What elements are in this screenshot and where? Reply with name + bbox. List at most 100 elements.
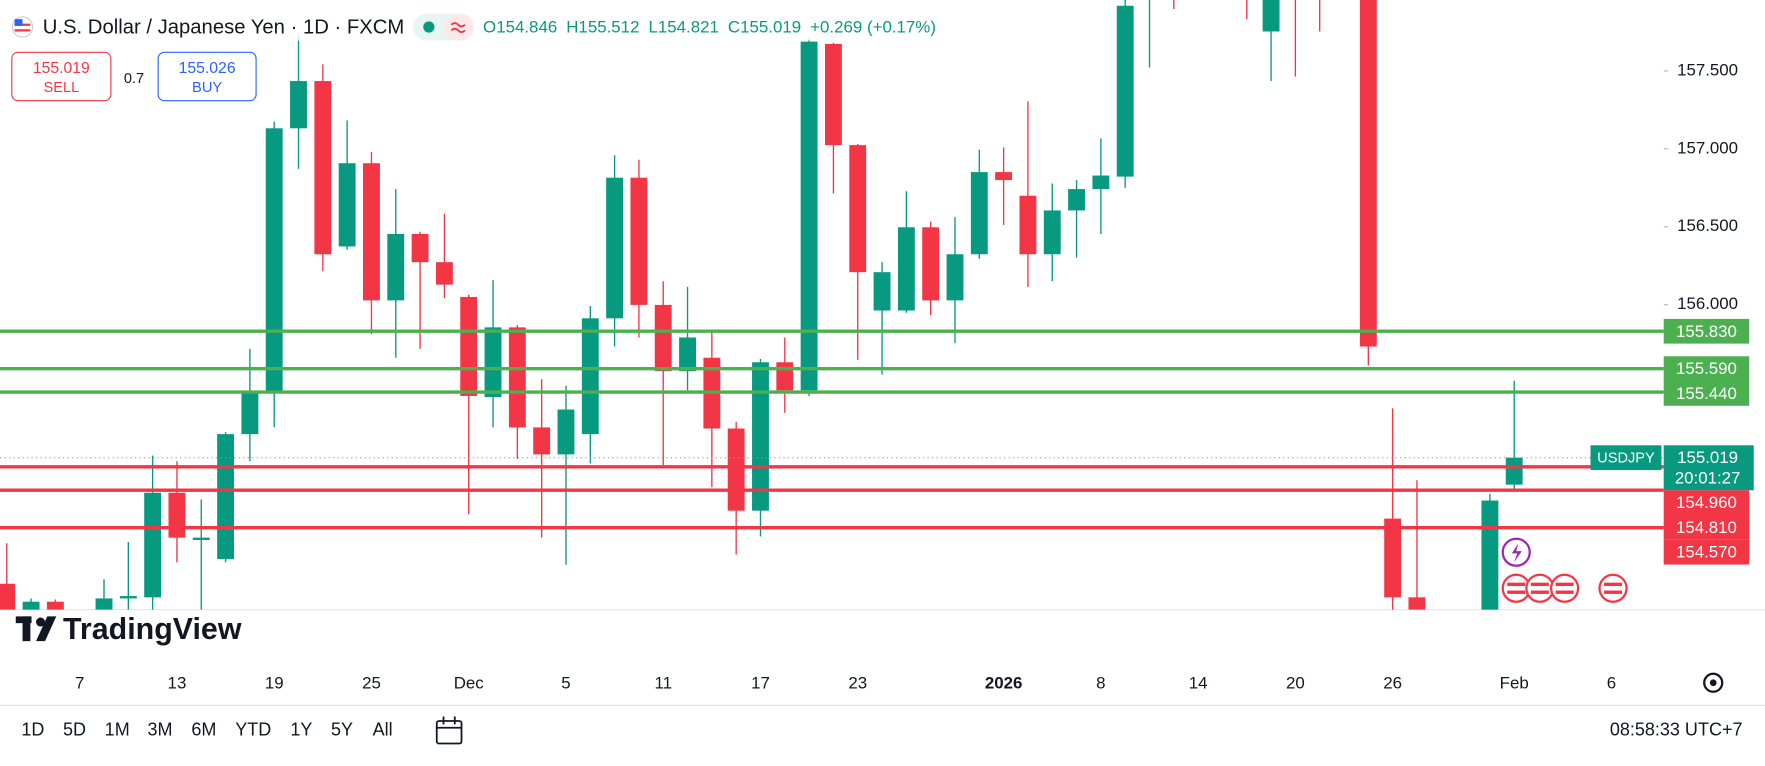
current-price-label: 155.019 <box>1677 448 1738 467</box>
range-button[interactable]: 5D <box>63 721 87 741</box>
candle-body <box>849 145 867 273</box>
settings-icon[interactable] <box>1703 672 1724 693</box>
level-label: 155.440 <box>1676 384 1737 403</box>
level-label-box <box>1663 318 1750 344</box>
ohlc-high: H155.512 <box>566 17 640 37</box>
range-button[interactable]: 5Y <box>330 721 353 741</box>
x-tick-label: 13 <box>168 673 187 692</box>
level-label: 155.830 <box>1676 322 1737 341</box>
candle-body <box>630 177 648 305</box>
y-tick-label: 157.000 <box>1677 138 1738 157</box>
event-icons[interactable] <box>1501 537 1628 603</box>
candle-body <box>922 227 940 301</box>
range-button[interactable]: All <box>372 721 393 741</box>
candle-body <box>727 428 745 511</box>
ohlc-close: C155.019 <box>727 17 802 37</box>
symbol-label-box <box>1590 445 1662 471</box>
candle-body <box>679 337 696 372</box>
candle-body <box>22 601 40 610</box>
x-tick-label: 5 <box>561 673 570 692</box>
level-label: 154.570 <box>1676 543 1737 562</box>
candle-body <box>1505 457 1523 485</box>
candle-body <box>435 262 453 285</box>
x-tick-label: 11 <box>654 673 672 692</box>
candle-body <box>1068 189 1086 211</box>
candle-body <box>119 596 137 599</box>
buy-button[interactable]: 155.026 BUY <box>157 51 257 102</box>
candle-body <box>1408 597 1426 610</box>
candle-body <box>411 233 429 263</box>
candle-body <box>897 227 915 311</box>
x-tick-label: 8 <box>1096 673 1105 692</box>
buy-price: 155.026 <box>178 58 236 77</box>
x-tick-label: Feb <box>1500 673 1529 692</box>
candle-body <box>824 43 842 146</box>
candle-body <box>241 391 259 435</box>
candle-body <box>144 492 162 598</box>
candle-body <box>776 362 794 391</box>
calendar-icon[interactable] <box>435 716 463 745</box>
buy-label: BUY <box>192 78 223 96</box>
candle-body <box>192 537 210 540</box>
x-tick-label: 20 <box>1286 673 1305 692</box>
sell-button[interactable]: 155.019 SELL <box>11 51 112 102</box>
candle-body <box>1019 195 1037 255</box>
candle-body <box>873 272 891 311</box>
candle-body <box>95 598 113 610</box>
candle-body <box>1116 5 1134 177</box>
x-tick-label: 7 <box>75 673 84 692</box>
level-label-box <box>1663 490 1750 516</box>
x-tick-label: 2026 <box>985 673 1023 692</box>
x-tick-label: 19 <box>265 673 284 692</box>
spread: 0.7 <box>123 69 145 87</box>
candle-body <box>752 362 769 511</box>
range-button[interactable]: YTD <box>235 721 272 741</box>
x-tick-label: Dec <box>454 673 484 692</box>
candle-body <box>1384 518 1402 598</box>
range-button[interactable]: 1Y <box>290 721 313 741</box>
clock: 08:58:33 UTC+7 <box>1609 721 1743 741</box>
level-label-box <box>1663 515 1750 540</box>
plot-area <box>0 0 1523 610</box>
range-button[interactable]: 6M <box>191 721 217 741</box>
range-button[interactable]: 3M <box>147 721 173 741</box>
watermark: TradingView <box>63 612 242 646</box>
candle-body <box>800 41 818 391</box>
candle-body <box>314 81 332 255</box>
candle-body <box>290 81 307 129</box>
candle-body <box>1043 210 1061 255</box>
candle-body <box>946 254 964 301</box>
level-label-box <box>1663 539 1750 565</box>
sell-price: 155.019 <box>32 58 90 77</box>
level-label-box <box>1663 356 1750 382</box>
candle-body <box>1092 175 1110 190</box>
symbol-label: USDJPY <box>1597 451 1655 467</box>
candle-body <box>168 492 186 538</box>
logo-icon <box>15 616 57 642</box>
candle-body <box>338 163 356 247</box>
header: U.S. Dollar / Japanese Yen · 1D · FXCM O… <box>11 13 936 41</box>
range-button[interactable]: 1M <box>104 721 130 741</box>
y-tick-label: 156.500 <box>1677 216 1738 235</box>
candle-body <box>217 434 235 559</box>
symbol-title[interactable]: U.S. Dollar / Japanese Yen · 1D · FXCM <box>42 15 405 38</box>
level-label: 154.960 <box>1676 493 1737 512</box>
x-tick-label: 23 <box>848 673 867 692</box>
candle-body <box>265 128 283 392</box>
candle-body <box>484 327 502 398</box>
candle-body <box>508 327 526 428</box>
status-pill[interactable] <box>413 13 475 41</box>
candle-body <box>995 172 1013 181</box>
flag-icon <box>11 16 34 38</box>
candle-body <box>1359 0 1377 347</box>
candle-body <box>46 601 64 610</box>
x-tick-label: 25 <box>362 673 381 692</box>
candle-body <box>557 409 575 455</box>
candle-body <box>460 296 478 396</box>
candle-body <box>606 177 624 319</box>
candle-body <box>533 427 551 455</box>
ohlc-low: L154.821 <box>648 17 719 37</box>
range-button[interactable]: 1D <box>21 721 45 741</box>
ohlc-change: +0.269 (+0.17%) <box>810 17 936 37</box>
